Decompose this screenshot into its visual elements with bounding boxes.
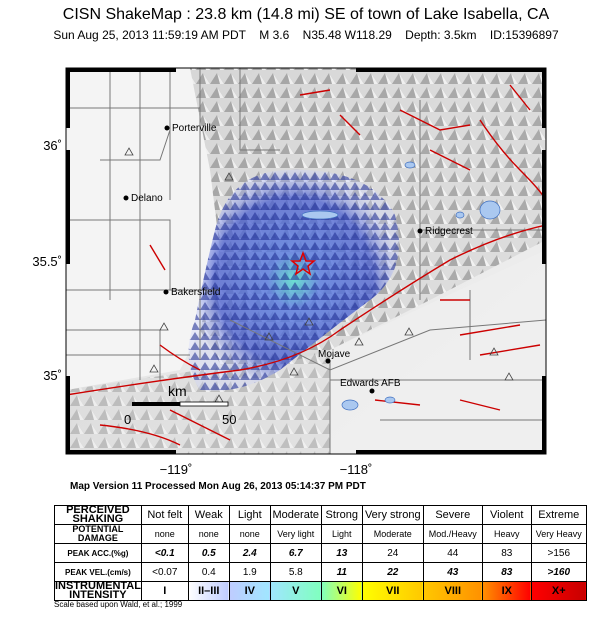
vel-cell: 11: [320, 562, 363, 582]
acc-cell: 24: [361, 543, 424, 563]
shaking-cell: Very strong: [361, 505, 424, 525]
event-info: Sun Aug 25, 2013 11:59:19 AM PDT M 3.6 N…: [0, 28, 612, 42]
intensity-cell: V: [269, 581, 322, 601]
shaking-cell: Weak: [187, 505, 230, 525]
shakemap: Porterville Delano Bakersfield Ridgecres…: [32, 67, 547, 477]
intensity-scale-table: PERCEIVED SHAKING Not felt Weak Light Mo…: [54, 505, 587, 601]
intensity-cell: X+: [530, 581, 587, 601]
row-header-shaking: PERCEIVED SHAKING: [54, 505, 142, 525]
acc-cell: 44: [422, 543, 483, 563]
map-version: Map Version 11 Processed Mon Aug 26, 201…: [70, 481, 366, 492]
damage-cell: Light: [320, 524, 363, 544]
intensity-cell: II–III: [187, 581, 230, 601]
intensity-cell: IX: [481, 581, 532, 601]
damage-cell: Very Heavy: [530, 524, 587, 544]
scale-bar: km 0 50: [124, 383, 236, 427]
city-porterville: [164, 125, 170, 131]
vel-cell: 0.4: [187, 562, 230, 582]
acc-cell: 13: [320, 543, 363, 563]
city-label-edwards-afb: Edwards AFB: [340, 378, 401, 389]
intensity-row: INSTRUMENTAL INTENSITY I II–III IV V VI …: [54, 580, 587, 601]
city-bakersfield: [163, 289, 169, 295]
intensity-cell: VI: [320, 581, 363, 601]
epicenter-star-icon: [289, 250, 317, 276]
city-label-bakersfield: Bakersfield: [171, 287, 220, 298]
damage-cell: Very light: [269, 524, 322, 544]
lat-label-35-5: 35.5˚: [32, 254, 62, 269]
city-ridgecrest: [417, 228, 423, 234]
city-label-ridgecrest: Ridgecrest: [425, 226, 473, 237]
row-header-damage: POTENTIAL DAMAGE: [54, 524, 142, 544]
vel-cell: 5.8: [269, 562, 322, 582]
vel-cell: <0.07: [140, 562, 189, 582]
damage-cell: none: [228, 524, 271, 544]
intensity-cell: I: [140, 581, 189, 601]
event-magnitude: M 3.6: [259, 28, 290, 42]
vel-cell: 1.9: [228, 562, 271, 582]
intensity-cell: IV: [228, 581, 271, 601]
acc-cell: 0.5: [187, 543, 230, 563]
lon-label-119: −119˚: [160, 462, 193, 477]
damage-row: POTENTIAL DAMAGE none none none Very lig…: [54, 524, 587, 544]
shaking-cell: Severe: [422, 505, 483, 525]
acc-cell: 6.7: [269, 543, 322, 563]
vel-cell: 43: [422, 562, 483, 582]
city-label-mojave: Mojave: [318, 349, 351, 360]
acc-row: PEAK ACC.(%g) <0.1 0.5 2.4 6.7 13 24 44 …: [54, 543, 587, 563]
city-label-delano: Delano: [131, 193, 163, 204]
acc-cell: 2.4: [228, 543, 271, 563]
vel-row: PEAK VEL.(cm/s) <0.07 0.4 1.9 5.8 11 22 …: [54, 562, 587, 582]
scale-bar-unit: km: [168, 383, 187, 399]
scale-bar-end: 50: [222, 412, 236, 427]
lat-label-35: 35˚: [43, 368, 62, 383]
event-date: Sun Aug 25, 2013 11:59:19 AM PDT: [53, 28, 246, 42]
acc-cell: 83: [481, 543, 532, 563]
row-header-acc: PEAK ACC.(%g): [54, 543, 142, 563]
shaking-cell: Moderate: [269, 505, 322, 525]
map-title: CISN ShakeMap : 23.8 km (14.8 mi) SE of …: [62, 6, 550, 23]
vel-cell: >160: [530, 562, 587, 582]
shaking-cell: Light: [228, 505, 271, 525]
acc-cell: <0.1: [140, 543, 189, 563]
damage-cell: Heavy: [481, 524, 532, 544]
city-mojave: [325, 358, 331, 364]
row-header-vel: PEAK VEL.(cm/s): [54, 562, 142, 582]
city-edwards-afb: [369, 388, 375, 394]
intensity-cell: VIII: [422, 581, 483, 601]
city-label-porterville: Porterville: [172, 123, 217, 134]
event-location: N35.48 W118.29: [302, 28, 392, 42]
row-header-intensity: INSTRUMENTAL INTENSITY: [54, 580, 142, 601]
shaking-cell: Strong: [320, 505, 363, 525]
vel-cell: 83: [481, 562, 532, 582]
damage-cell: Mod./Heavy: [422, 524, 483, 544]
shaking-cell: Extreme: [530, 505, 587, 525]
acc-cell: >156: [530, 543, 587, 563]
scale-bar-start: 0: [124, 412, 131, 427]
shaking-row: PERCEIVED SHAKING Not felt Weak Light Mo…: [54, 505, 587, 525]
vel-cell: 22: [361, 562, 424, 582]
event-id: ID:15396897: [489, 28, 559, 42]
footnote: Scale based upon Wald, et al.; 1999: [54, 600, 183, 609]
lat-label-36: 36˚: [43, 138, 62, 153]
shaking-cell: Violent: [481, 505, 532, 525]
damage-cell: none: [187, 524, 230, 544]
damage-cell: none: [140, 524, 189, 544]
intensity-cell: VII: [361, 581, 424, 601]
lon-label-118: −118˚: [340, 462, 373, 477]
damage-cell: Moderate: [361, 524, 424, 544]
event-depth: Depth: 3.5km: [405, 28, 477, 42]
city-delano: [123, 195, 129, 201]
shaking-cell: Not felt: [140, 505, 189, 525]
